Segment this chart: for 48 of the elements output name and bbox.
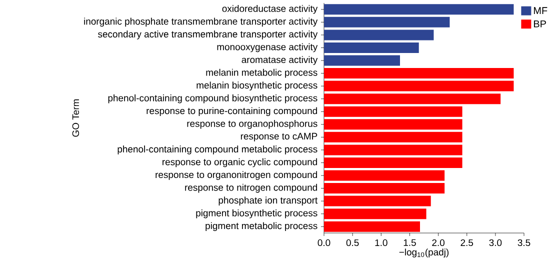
- x-axis-title: −log$_{10}$(padj): [399, 248, 449, 258]
- y-tick-label: melanin metabolic process: [206, 68, 318, 78]
- y-tick-label: phosphate ion transport: [218, 196, 318, 206]
- bar: [324, 208, 426, 220]
- bar: [324, 157, 462, 168]
- y-tick-label: response to organophosphorus: [187, 120, 318, 129]
- y-tick-label: pigment metabolic process: [206, 222, 318, 232]
- bar: [324, 119, 462, 130]
- x-tick-label: 0.0: [318, 239, 330, 246]
- y-tick-label: response to nitrogen compound: [185, 184, 318, 193]
- bar: [324, 16, 450, 28]
- bar: [324, 80, 514, 92]
- x-tick-label: 2.5: [460, 239, 474, 246]
- bar: [324, 170, 445, 181]
- y-tick-label: inorganic phosphate transmembrane transporter activity: [84, 18, 318, 27]
- x-tick-label: 2.0: [432, 239, 444, 246]
- legend-label: BP: [534, 20, 546, 28]
- y-tick-label: secondary active transmembrane transporter activity: [98, 30, 318, 40]
- y-tick-label: aromatase activity: [242, 56, 318, 65]
- bar: [324, 196, 431, 206]
- y-tick-label: melanin biosynthetic process: [196, 82, 318, 90]
- bar: [324, 221, 420, 232]
- x-tick-label: 0.5: [346, 239, 359, 246]
- x-tick-label: 1.5: [404, 239, 416, 246]
- bar: [324, 68, 514, 79]
- bar: [324, 183, 445, 194]
- x-tick-label: 1.0: [375, 239, 388, 246]
- y-axis-title: GO Term: [72, 99, 80, 137]
- y-tick-label: phenol-containing compound biosynthetic process: [108, 94, 318, 104]
- y-tick-label: oxidoreductase activity: [222, 4, 318, 14]
- bar: [324, 30, 434, 40]
- y-tick-label: monooxygenase activity: [217, 43, 318, 52]
- y-tick-label: phenol-containing compound metabolic process: [118, 146, 318, 154]
- y-tick-label: response to purine-containing compound: [146, 107, 317, 116]
- y-tick-label: response to organonitrogen compound: [156, 171, 318, 180]
- bar: [324, 42, 419, 53]
- legend-label: MF: [534, 7, 548, 14]
- x-tick-label: 3.0: [489, 239, 502, 246]
- bar: [324, 132, 462, 142]
- bar: [324, 144, 462, 156]
- bar: [324, 4, 514, 15]
- y-tick-label: response to cAMP: [240, 132, 318, 142]
- y-tick-label: pigment biosynthetic process: [196, 209, 318, 218]
- bar: [324, 94, 501, 104]
- x-tick-label: 3.5: [518, 239, 530, 246]
- y-tick-label: response to organic cyclic compound: [162, 158, 318, 168]
- bar: [324, 106, 462, 117]
- bar: [324, 55, 400, 66]
